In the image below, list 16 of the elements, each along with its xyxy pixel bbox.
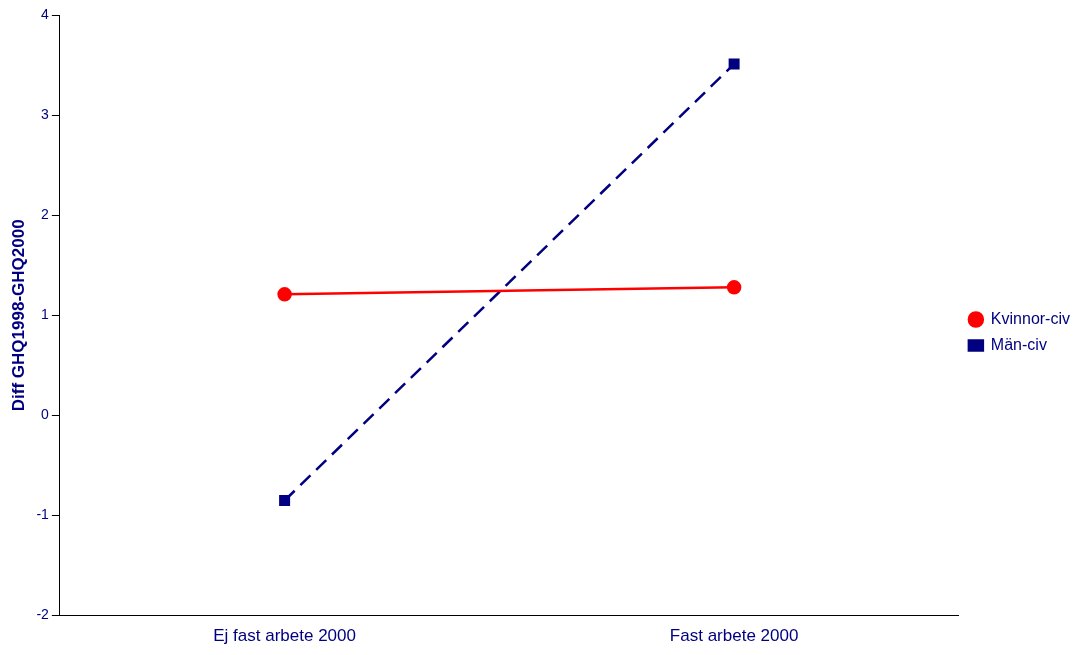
legend-label: Män-civ	[990, 335, 1047, 353]
point	[277, 287, 292, 302]
legend-label: Kvinnor-civ	[990, 309, 1071, 327]
y-tick-label: -1	[36, 506, 50, 523]
point	[726, 280, 742, 295]
point	[279, 494, 291, 506]
y-tick-label: -2	[36, 606, 50, 623]
y-axis-title: Diff GHQ1998-GHQ2000	[8, 219, 28, 412]
x-tick-label: Fast arbete 2000	[669, 626, 799, 646]
y-tick-label: 4	[41, 5, 50, 22]
y-tick-label: 2	[41, 206, 50, 223]
y-tick-label: 0	[41, 406, 50, 423]
y-tick-label: 1	[41, 306, 50, 323]
x-tick-label: Ej fast arbete 2000	[213, 626, 356, 646]
y-tick-label: 3	[41, 105, 50, 122]
point	[728, 58, 740, 70]
